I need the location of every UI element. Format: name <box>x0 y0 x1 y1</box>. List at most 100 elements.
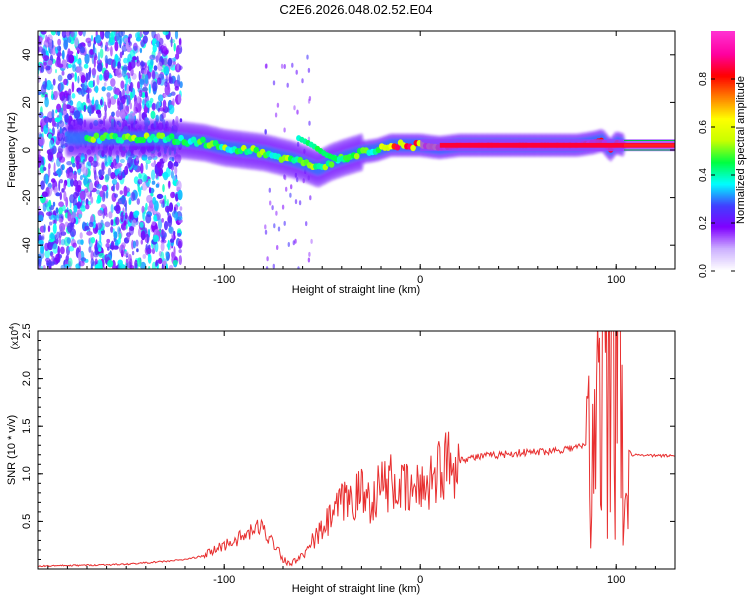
noise-speckle <box>103 82 107 87</box>
noise-speckle <box>128 225 134 236</box>
noise-speckle <box>145 214 152 224</box>
noise-speckle <box>39 235 45 242</box>
noise-speckle <box>70 214 75 223</box>
noise-speckle <box>167 239 170 251</box>
colorbar-segment <box>711 233 735 236</box>
noise-speckle <box>81 200 85 209</box>
noise-speckle <box>57 245 60 257</box>
noise-speckle <box>100 99 103 106</box>
noise-speckle <box>119 244 126 255</box>
noise-speckle <box>168 226 174 235</box>
noise-speckle <box>41 191 48 198</box>
colorbar-segment <box>711 37 735 40</box>
noise-speckle <box>107 259 114 268</box>
noise-speckle <box>124 165 129 176</box>
colorbar-segment <box>711 53 735 56</box>
noise-speckle <box>44 242 49 252</box>
noise-speckle <box>120 211 124 223</box>
colorbar-segment <box>711 79 735 82</box>
colorbar-segment <box>711 193 735 196</box>
noise-speckle <box>107 94 110 103</box>
colorbar-segment <box>711 157 735 160</box>
colorbar-segment <box>711 163 735 166</box>
noise-speckle <box>114 41 119 52</box>
ridge-point <box>178 134 184 142</box>
noise-speckle <box>90 237 96 244</box>
noise-speckle <box>74 155 81 165</box>
noise-speckle <box>61 188 65 193</box>
colorbar-segment <box>711 55 735 58</box>
noise-speckle <box>126 96 129 107</box>
colorbar-segment <box>711 105 735 108</box>
noise-speckle <box>44 77 47 88</box>
noise-speckle <box>272 80 276 86</box>
noise-speckle <box>125 203 127 213</box>
spectrogram-panel: -100 0 100 -40 -20 0 20 40 Height of straight l… <box>6 30 676 296</box>
noise-speckle <box>152 81 158 92</box>
colorbar-segment <box>711 43 735 46</box>
colorbar-segment <box>711 85 735 88</box>
colorbar-segment <box>711 255 735 258</box>
noise-speckle <box>41 160 45 166</box>
colorbar-segment <box>711 35 735 38</box>
noise-speckle <box>40 180 45 190</box>
noise-speckle <box>47 133 53 140</box>
noise-speckle <box>97 111 102 119</box>
noise-speckle <box>308 96 312 101</box>
noise-speckle <box>50 31 57 36</box>
noise-speckle <box>85 198 89 206</box>
noise-speckle <box>137 96 140 104</box>
noise-speckle <box>308 120 311 126</box>
noise-speckle <box>91 99 95 105</box>
noise-speckle <box>38 214 44 222</box>
colorbar-segment <box>711 39 735 42</box>
colorbar-segment <box>711 117 735 120</box>
noise-speckle <box>142 234 145 240</box>
noise-speckle <box>167 160 173 170</box>
noise-speckle <box>110 172 116 180</box>
colorbar-segment <box>711 99 735 102</box>
noise-speckle <box>122 251 129 257</box>
noise-speckle <box>280 63 284 69</box>
noise-speckle <box>111 111 115 117</box>
noise-speckle <box>266 256 269 262</box>
noise-speckle <box>96 175 99 185</box>
noise-speckle <box>148 186 152 194</box>
noise-speckle <box>38 136 45 146</box>
noise-speckle <box>50 251 54 257</box>
noise-speckle <box>111 178 118 185</box>
colorbar-segment <box>711 217 735 220</box>
noise-speckle <box>55 109 58 114</box>
noise-speckle <box>79 175 83 181</box>
noise-speckle <box>150 162 157 168</box>
snr-plot-area <box>38 331 675 568</box>
noise-speckle <box>151 180 156 185</box>
colorbar-segment <box>711 91 735 94</box>
noise-speckle <box>41 48 46 57</box>
noise-speckle <box>110 162 114 170</box>
noise-speckle <box>58 201 64 207</box>
noise-speckle <box>167 57 173 67</box>
noise-speckle <box>39 37 43 42</box>
noise-speckle <box>98 247 102 252</box>
noise-speckle <box>60 239 66 246</box>
colorbar-segment <box>711 261 735 264</box>
noise-speckle <box>156 161 162 168</box>
colorbar-segment <box>711 249 735 252</box>
y-tick-label: 0 <box>21 147 33 153</box>
noise-speckle <box>264 224 267 230</box>
noise-speckle <box>168 104 175 115</box>
noise-speckle <box>117 100 121 106</box>
colorbar-segment <box>711 245 735 248</box>
colorbar-segment <box>711 109 735 112</box>
noise-speckle <box>98 252 105 258</box>
spectrogram-xlabel: Height of straight line (km) <box>292 284 420 296</box>
noise-speckle <box>168 264 174 269</box>
ridge-point <box>410 144 416 152</box>
colorbar-segment <box>711 181 735 184</box>
noise-speckle <box>150 59 154 66</box>
noise-speckle <box>74 72 77 82</box>
colorbar-segment <box>711 203 735 206</box>
snr-frame <box>37 330 676 570</box>
noise-speckle <box>110 204 114 214</box>
